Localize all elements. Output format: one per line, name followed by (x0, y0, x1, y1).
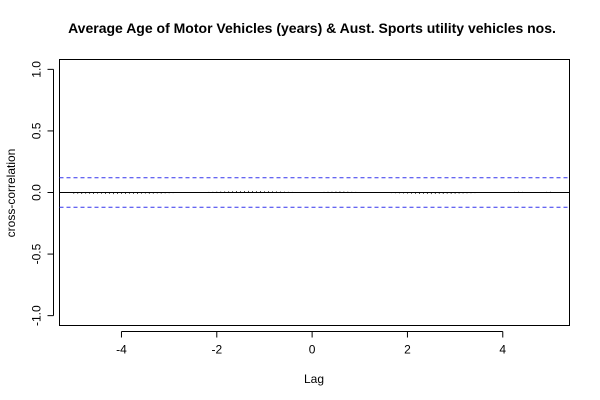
y-axis: -1.0 -0.5 0.0 0.5 1.0 (30, 61, 54, 326)
chart-title: Average Age of Motor Vehicles (years) & … (68, 20, 556, 36)
ccf-bars (73, 190, 551, 195)
x-axis-label: Lag (304, 372, 324, 386)
y-tick-label: 1.0 (30, 61, 44, 78)
y-tick-label: 0.0 (30, 184, 44, 201)
x-axis: -4 -2 0 2 4 (116, 331, 506, 357)
y-tick-label: -0.5 (30, 243, 44, 264)
x-tick-label: 2 (404, 343, 411, 357)
x-tick-label: -2 (211, 343, 222, 357)
x-tick-label: 0 (309, 343, 316, 357)
x-tick-label: 4 (499, 343, 506, 357)
y-tick-label: 0.5 (30, 122, 44, 139)
y-tick-label: -1.0 (30, 305, 44, 326)
x-tick-label: -4 (116, 343, 127, 357)
y-axis-label: cross-correlation (4, 149, 18, 238)
